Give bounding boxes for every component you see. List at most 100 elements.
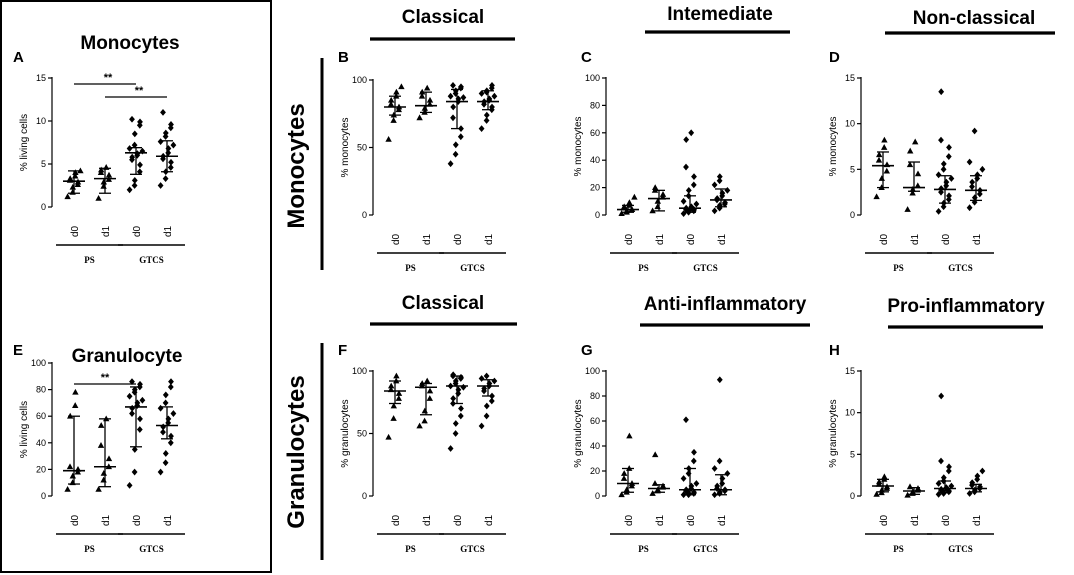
data-point bbox=[460, 94, 467, 101]
data-point bbox=[157, 404, 164, 412]
y-axis-label: % living cells bbox=[19, 401, 30, 458]
data-point bbox=[618, 491, 625, 498]
data-point bbox=[693, 200, 700, 208]
x-tick-label: d1 bbox=[484, 514, 495, 526]
y-tick-label: 50 bbox=[357, 143, 367, 153]
data-point bbox=[426, 395, 433, 401]
data-point bbox=[620, 475, 628, 481]
data-point bbox=[450, 371, 457, 379]
y-tick-label: 20 bbox=[590, 466, 600, 476]
group-label: GTCS bbox=[139, 544, 164, 554]
data-point bbox=[716, 177, 723, 185]
y-axis-label: % granulocytes bbox=[828, 399, 839, 467]
group-label: PS bbox=[638, 544, 649, 554]
data-point bbox=[455, 390, 462, 397]
data-point bbox=[72, 172, 79, 179]
data-point bbox=[489, 82, 495, 89]
data-point bbox=[69, 188, 76, 195]
group-label: GTCS bbox=[460, 544, 485, 554]
data-point bbox=[481, 385, 488, 392]
data-point bbox=[424, 84, 431, 91]
data-point bbox=[393, 92, 400, 99]
x-tick-label: d1 bbox=[717, 233, 728, 245]
data-point bbox=[72, 169, 79, 175]
data-point bbox=[452, 377, 459, 385]
data-point bbox=[685, 186, 692, 194]
data-point bbox=[491, 92, 498, 100]
data-point bbox=[631, 193, 638, 200]
x-tick-label: d0 bbox=[453, 233, 464, 245]
data-point bbox=[168, 121, 174, 128]
data-point bbox=[683, 416, 689, 424]
data-point bbox=[483, 402, 490, 410]
data-point bbox=[969, 479, 976, 487]
data-point bbox=[489, 392, 495, 400]
data-point bbox=[946, 192, 952, 200]
data-point bbox=[136, 168, 143, 176]
y-tick-label: 100 bbox=[352, 75, 367, 85]
panel-d: D Non-classical 0 5 10 15 % monocytes d0 d1 d0 d1 P… bbox=[828, 8, 1055, 273]
data-point bbox=[940, 199, 947, 207]
group-label: GTCS bbox=[460, 263, 485, 273]
x-tick-label: d0 bbox=[941, 514, 952, 526]
y-tick-label: 0 bbox=[595, 210, 600, 220]
data-point bbox=[157, 182, 164, 189]
x-tick-label: d1 bbox=[484, 233, 495, 245]
group-label: GTCS bbox=[139, 255, 164, 265]
data-point bbox=[136, 121, 143, 129]
data-point bbox=[129, 153, 136, 161]
data-point bbox=[131, 182, 138, 189]
y-tick-label: 40 bbox=[590, 441, 600, 451]
data-point bbox=[447, 92, 454, 100]
y-tick-label: 15 bbox=[845, 366, 855, 376]
data-point bbox=[977, 186, 983, 194]
data-point bbox=[424, 377, 431, 384]
data-point bbox=[488, 397, 495, 405]
data-point bbox=[654, 486, 661, 493]
data-point bbox=[940, 160, 947, 168]
data-point bbox=[395, 103, 403, 110]
data-point bbox=[680, 475, 687, 482]
data-point bbox=[478, 422, 485, 430]
x-tick-label: d1 bbox=[163, 225, 174, 237]
data-point bbox=[935, 171, 942, 179]
data-point bbox=[483, 372, 490, 380]
data-point bbox=[940, 474, 947, 482]
data-point bbox=[623, 486, 630, 493]
data-point bbox=[881, 136, 888, 143]
data-point bbox=[137, 118, 143, 126]
data-point bbox=[907, 147, 914, 154]
data-point bbox=[388, 382, 395, 389]
data-point bbox=[483, 412, 490, 420]
left-panel-frame bbox=[0, 0, 272, 573]
data-point bbox=[167, 383, 174, 391]
data-point bbox=[971, 194, 978, 202]
x-tick-label: d0 bbox=[686, 233, 697, 245]
x-tick-label: d1 bbox=[655, 233, 666, 245]
panel-g: G Anti-inflammatory 0 20 40 60 80 100 % granuloc… bbox=[573, 294, 810, 554]
data-point bbox=[385, 433, 392, 440]
y-tick-label: 0 bbox=[850, 210, 855, 220]
side-label-monocytes: Monocytes bbox=[283, 103, 310, 228]
x-tick-label: d0 bbox=[941, 233, 952, 245]
panel-title: Monocytes bbox=[80, 33, 179, 54]
data-point bbox=[137, 380, 143, 388]
data-point bbox=[716, 376, 723, 384]
data-point bbox=[971, 198, 978, 206]
data-point bbox=[416, 422, 423, 429]
data-point bbox=[95, 485, 102, 492]
data-point bbox=[165, 145, 172, 152]
data-point bbox=[946, 463, 952, 471]
panel-letter: G bbox=[581, 342, 593, 359]
data-point bbox=[103, 415, 110, 422]
data-point bbox=[69, 479, 76, 486]
data-point bbox=[390, 402, 397, 409]
data-point bbox=[100, 178, 107, 185]
data-point bbox=[945, 467, 952, 475]
data-point bbox=[491, 377, 498, 385]
panel-a: A Monocytes 0 5 10 15 % living cells d0 d1 d0 d1 PS… bbox=[13, 33, 185, 265]
data-point bbox=[881, 144, 888, 150]
y-tick-label: 60 bbox=[590, 128, 600, 138]
data-point bbox=[67, 175, 74, 182]
data-point bbox=[452, 141, 459, 149]
